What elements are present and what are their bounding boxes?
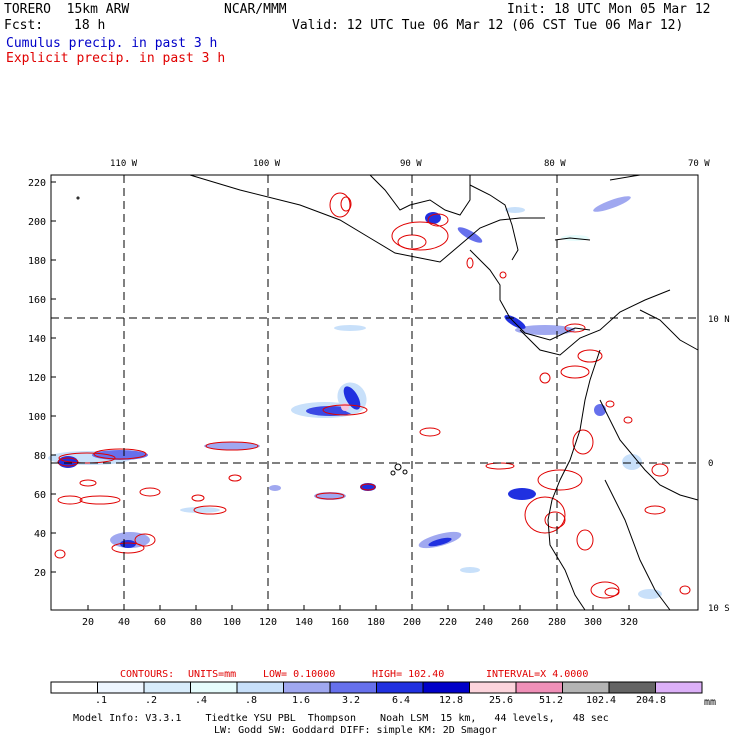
x-tick-label: 120 (259, 617, 277, 628)
contours-interval: INTERVAL=X 4.0000 (486, 669, 588, 680)
colorbar-swatch (515, 681, 563, 694)
lat-lon-grid (51, 175, 698, 610)
colorbar-swatch (50, 681, 98, 694)
lon-label: 70 W (688, 159, 710, 169)
y-tick-label: 140 (28, 334, 46, 345)
explicit-legend-label: Explicit precip. in past 3 h (6, 51, 226, 66)
latitude-labels: 10 N 0 10 S (708, 315, 730, 614)
y-tick-label: 120 (28, 373, 46, 384)
x-tick-label: 220 (439, 617, 457, 628)
lon-label: 100 W (253, 159, 281, 169)
colorbar-label: 3.2 (342, 695, 360, 706)
y-tick-label: 20 (34, 568, 46, 579)
y-tick-label: 40 (34, 529, 46, 540)
colorbar-swatch (562, 681, 610, 694)
x-tick-label: 140 (295, 617, 313, 628)
contours-low: LOW= 0.10000 (263, 669, 335, 680)
colorbar-label: 6.4 (392, 695, 410, 706)
organization-label: NCAR/MMM (224, 2, 287, 17)
explicit-precip-contours (54, 192, 691, 599)
colorbar-label: .8 (245, 695, 257, 706)
contours-high: HIGH= 102.40 (372, 669, 444, 680)
colorbar-label: 12.8 (439, 695, 463, 706)
colorbar-swatch (329, 681, 377, 694)
colorbar-label: 51.2 (539, 695, 563, 706)
y-axis: 220 200 180 160 140 120 100 80 60 40 20 (28, 178, 56, 579)
x-tick-label: 280 (548, 617, 566, 628)
x-tick-label: 240 (475, 617, 493, 628)
x-tick-label: 40 (118, 617, 130, 628)
x-tick-label: 320 (620, 617, 638, 628)
y-tick-label: 220 (28, 178, 46, 189)
init-time: Init: 18 UTC Mon 05 Mar 12 (507, 2, 711, 17)
colorbar-swatch (283, 681, 331, 694)
colorbar-unit: mm (704, 697, 716, 708)
lon-label: 110 W (110, 159, 138, 169)
colorbar-label: 204.8 (636, 695, 666, 706)
y-tick-label: 80 (34, 451, 46, 462)
lat-label: 0 (708, 459, 713, 469)
x-tick-label: 80 (190, 617, 202, 628)
lat-label: 10 N (708, 315, 730, 325)
x-tick-label: 20 (82, 617, 94, 628)
colorbar-labels: .1 .2 .4 .8 1.6 3.2 6.4 12.8 25.6 51.2 1… (95, 695, 716, 708)
y-tick-label: 100 (28, 412, 46, 423)
lon-label: 90 W (400, 159, 422, 169)
colorbar-swatch (97, 681, 145, 694)
colorbar-swatch (422, 681, 470, 694)
x-tick-label: 300 (584, 617, 602, 628)
colorbar-label: .2 (145, 695, 157, 706)
colorbar-swatch (143, 681, 191, 694)
cumulus-precip-shading (48, 196, 662, 599)
colorbar-swatch (236, 681, 284, 694)
model-info-line: Model Info: V3.3.1 Tiedtke YSU PBL Thomp… (73, 713, 609, 724)
colorbar-swatch (608, 681, 656, 694)
colorbar (50, 681, 703, 694)
longitude-labels: 110 W 100 W 90 W 80 W 70 W (110, 159, 710, 169)
x-tick-label: 160 (331, 617, 349, 628)
colorbar-label: 25.6 (489, 695, 513, 706)
colorbar-swatch (655, 681, 703, 694)
x-tick-label: 260 (511, 617, 529, 628)
colorbar-swatch (469, 681, 517, 694)
coastlines (76, 174, 699, 611)
valid-time: Valid: 12 UTC Tue 06 Mar 12 (06 CST Tue … (292, 18, 684, 33)
colorbar-label: 102.4 (586, 695, 616, 706)
x-tick-label: 200 (403, 617, 421, 628)
colorbar-swatch (190, 681, 238, 694)
colorbar-label: .1 (95, 695, 107, 706)
y-tick-label: 180 (28, 256, 46, 267)
lon-label: 80 W (544, 159, 566, 169)
model-title: TORERO 15km ARW (4, 2, 130, 17)
contours-label: CONTOURS: (120, 669, 174, 680)
forecast-label: Fcst: (4, 18, 44, 33)
x-tick-label: 60 (154, 617, 166, 628)
map-frame (50, 174, 699, 611)
colorbar-label: .4 (195, 695, 207, 706)
y-tick-label: 160 (28, 295, 46, 306)
forecast-hour: 18 h (74, 18, 106, 33)
contours-info: CONTOURS: UNITS=mm LOW= 0.10000 HIGH= 10… (120, 669, 588, 680)
colorbar-swatch (376, 681, 424, 694)
x-tick-label: 180 (367, 617, 385, 628)
y-tick-label: 200 (28, 217, 46, 228)
cumulus-legend-label: Cumulus precip. in past 3 h (6, 36, 218, 51)
physics-info-line: LW: Godd SW: Goddard DIFF: simple KM: 2D… (214, 725, 497, 736)
y-tick-label: 60 (34, 490, 46, 501)
x-axis: 20 40 60 80 100 120 140 160 180 200 220 … (82, 605, 638, 628)
x-tick-label: 100 (223, 617, 241, 628)
lat-label: 10 S (708, 604, 730, 614)
contours-units: UNITS=mm (188, 669, 236, 680)
colorbar-label: 1.6 (292, 695, 310, 706)
